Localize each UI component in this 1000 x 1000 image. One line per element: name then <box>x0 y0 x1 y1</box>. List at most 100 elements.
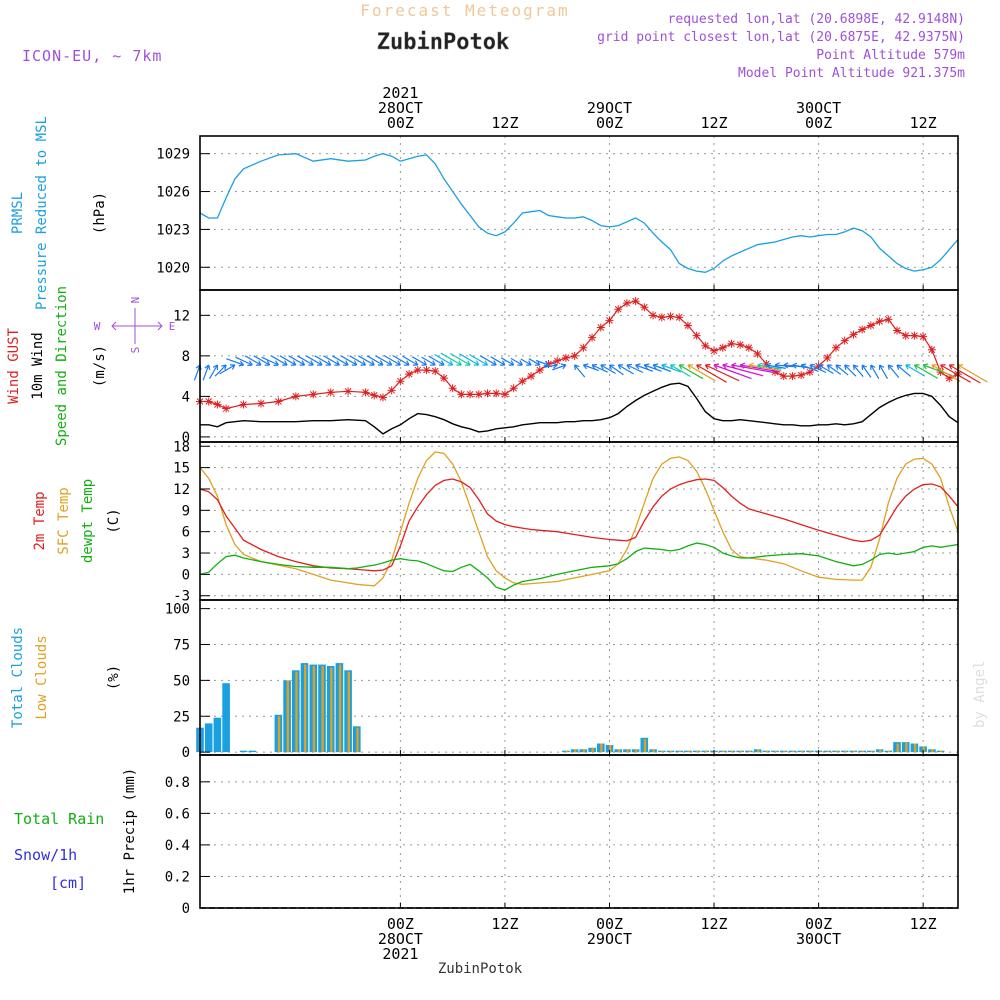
wind-arrow <box>740 364 781 373</box>
low-cloud-bar <box>704 750 708 753</box>
gust-marker <box>866 321 875 330</box>
time-label-top: 12Z <box>700 114 727 132</box>
gust-marker <box>797 371 806 380</box>
wind-arrow-head <box>517 360 523 366</box>
wind-arrow-head <box>878 364 885 371</box>
gust-marker <box>239 400 248 409</box>
temp-unit-label: (C) <box>106 508 122 533</box>
time-label-bottom: 12Z <box>910 915 937 933</box>
pressure-axis-label: PRMSL <box>10 192 26 234</box>
wind-arrow-head <box>922 363 929 370</box>
wind-arrow-head <box>316 360 323 366</box>
wind-arrow <box>440 352 462 366</box>
point-altitude: Point Altitude 579m <box>816 48 965 63</box>
low-cloud-bar <box>783 750 786 753</box>
low-cloud-bar <box>643 739 647 753</box>
gust-marker <box>631 297 640 306</box>
wind-arrow-head <box>739 362 746 369</box>
wind-arrow <box>835 364 849 376</box>
wind-arrow-head <box>931 364 937 370</box>
temp-tick-label: 15 <box>173 461 190 477</box>
gust-marker <box>553 356 562 365</box>
time-label-top: 12Z <box>910 114 937 132</box>
location-title: ZubinPotok <box>377 30 509 55</box>
wind-axis-label: 10m Wind <box>30 332 46 399</box>
wind-arrow <box>261 356 279 366</box>
wind-arrow-head <box>351 360 358 366</box>
gust-marker <box>727 339 736 348</box>
wind-arrow <box>609 364 624 376</box>
wind-arrow-head <box>678 364 685 370</box>
low-cloud-bar <box>870 750 873 753</box>
low-cloud-bar <box>739 750 743 753</box>
low-cloud-bar <box>905 742 908 753</box>
wind-arrow <box>713 364 752 380</box>
low-cloud-bar <box>835 750 838 753</box>
wind-arrow <box>279 355 297 366</box>
gust-marker <box>518 377 527 386</box>
wind-arrow-head <box>661 363 667 370</box>
wind-arrow <box>896 364 911 377</box>
wind-arrow <box>208 364 218 379</box>
wind-arrow-head <box>508 360 515 366</box>
wind-arrow-head <box>792 362 798 369</box>
low-cloud-bar <box>861 750 864 753</box>
wind-arrow <box>297 355 314 366</box>
wind-arrow-head <box>290 360 297 366</box>
wind-arrow-head <box>465 360 471 366</box>
time-label-top: 12Z <box>491 114 518 132</box>
wind-arrow-head <box>835 364 842 370</box>
wind-tick-label: 12 <box>173 308 190 324</box>
gust-marker <box>771 368 780 377</box>
wind-arrow-head <box>552 362 558 369</box>
wind-arrow-head <box>669 364 676 370</box>
pressure-tick-label: 1026 <box>156 185 190 201</box>
wind-arrow <box>214 364 227 377</box>
wind-arrow <box>766 364 786 369</box>
wind-arrow-head <box>861 364 867 371</box>
gust-marker <box>378 393 387 402</box>
wind-arrow-head <box>421 360 428 366</box>
wind-arrow-head <box>404 360 410 366</box>
total-cloud-bar <box>248 750 257 753</box>
wind-arrow <box>948 364 981 384</box>
wind-arrow <box>635 364 654 372</box>
gust-marker <box>256 399 265 408</box>
gust-marker <box>640 303 649 312</box>
wind-arrow <box>705 364 740 382</box>
wind-arrow-head <box>818 364 824 370</box>
gust-marker <box>370 391 379 400</box>
temp-tick-label: -3 <box>173 589 190 605</box>
low-cloud-bar <box>626 749 629 753</box>
low-cloud-bar <box>809 750 812 753</box>
time-label-top: 29OCT <box>587 99 632 117</box>
wind-arrow <box>914 364 938 379</box>
low-cloud-bar <box>687 750 690 753</box>
temp-tick-label: 12 <box>173 482 190 498</box>
clouds-tick-label: 100 <box>165 602 190 618</box>
wind-arrow <box>852 364 864 377</box>
wind-axis-label: Speed and Direction <box>54 286 70 446</box>
gust-marker <box>448 384 457 393</box>
wind-arrow <box>617 364 634 375</box>
wind-arrow <box>340 355 358 366</box>
wind-arrow <box>543 364 558 368</box>
precip-tick-label: 0 <box>182 901 190 917</box>
gust-marker <box>927 345 936 354</box>
low-cloud-bar <box>940 750 943 753</box>
wind-arrow <box>449 352 471 366</box>
time-label-bottom: 28OCT <box>378 930 423 948</box>
wind-arrow-head <box>940 364 946 370</box>
pressure-line <box>199 153 959 273</box>
gust-marker <box>788 372 797 381</box>
wind-arrow <box>520 358 532 366</box>
wind-arrow-head <box>395 360 401 366</box>
wind-arrow <box>844 364 857 377</box>
wind-arrow <box>748 364 782 372</box>
gust-marker <box>832 343 841 352</box>
wind-arrow <box>383 354 401 366</box>
precip-panel-frame <box>199 754 959 909</box>
gust-marker <box>736 340 745 349</box>
temp-tick-label: 6 <box>182 525 190 541</box>
low-cloud-bar <box>338 664 342 753</box>
